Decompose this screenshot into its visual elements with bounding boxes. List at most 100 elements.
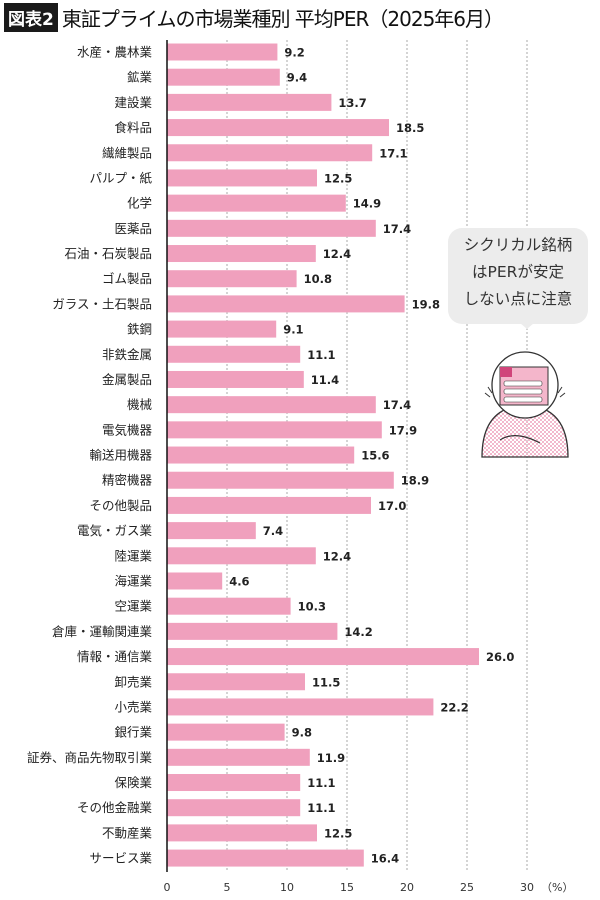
category-label: 電気・ガス業 bbox=[77, 523, 153, 538]
bar bbox=[167, 849, 364, 867]
bubble-line: シクリカル銘柄 bbox=[463, 236, 573, 254]
bar bbox=[167, 194, 346, 212]
value-label: 11.1 bbox=[307, 801, 335, 815]
category-label: 精密機器 bbox=[102, 473, 153, 488]
bar bbox=[167, 522, 256, 540]
value-label: 4.6 bbox=[229, 574, 249, 588]
bubble-line: しない点に注意 bbox=[463, 290, 573, 308]
bubble-line: はPERが安定 bbox=[472, 263, 564, 281]
category-label: 水産・農林業 bbox=[77, 45, 153, 60]
category-label: 保険業 bbox=[114, 775, 152, 790]
value-label: 10.8 bbox=[304, 272, 332, 286]
category-label: 銀行業 bbox=[114, 725, 152, 740]
chart-title: 図表2 東証プライムの市場業種別 平均PER（2025年6月） bbox=[4, 2, 504, 32]
value-label: 17.4 bbox=[383, 222, 411, 236]
bar bbox=[167, 43, 278, 61]
value-label: 17.4 bbox=[383, 398, 411, 412]
value-label: 12.4 bbox=[323, 549, 351, 563]
title-text: 東証プライムの市場業種別 平均PER（2025年6月） bbox=[61, 6, 504, 31]
x-unit-label: （%） bbox=[541, 881, 573, 894]
value-label: 9.1 bbox=[283, 323, 303, 337]
bar bbox=[167, 723, 285, 741]
category-label: 陸運業 bbox=[114, 548, 152, 563]
category-label: 非鉄金属 bbox=[102, 347, 152, 362]
category-label: 医薬品 bbox=[114, 221, 152, 236]
value-label: 17.1 bbox=[379, 146, 407, 160]
category-label: 小売業 bbox=[114, 699, 152, 714]
bar bbox=[167, 673, 305, 691]
bar bbox=[167, 68, 280, 86]
x-tick-label: 10 bbox=[280, 881, 294, 894]
figure-badge: 図表2 bbox=[4, 2, 58, 32]
category-label: パルプ・紙 bbox=[89, 170, 152, 185]
bar bbox=[167, 320, 277, 338]
category-label: 卸売業 bbox=[114, 674, 152, 689]
x-tick-label: 15 bbox=[340, 881, 354, 894]
person-illustration-icon bbox=[481, 351, 569, 458]
value-label: 9.4 bbox=[287, 71, 307, 85]
category-label: 鉱業 bbox=[127, 70, 153, 85]
category-label: 鉄鋼 bbox=[127, 322, 152, 337]
category-label: 証券、商品先物取引業 bbox=[27, 750, 153, 765]
bar bbox=[167, 799, 301, 817]
value-label: 11.5 bbox=[312, 675, 340, 689]
category-label: その他金融業 bbox=[77, 800, 153, 815]
value-label: 14.9 bbox=[353, 197, 381, 211]
bar bbox=[167, 119, 389, 137]
category-label: 金属製品 bbox=[102, 372, 152, 387]
bar bbox=[167, 396, 376, 414]
value-label: 10.3 bbox=[298, 600, 326, 614]
bar bbox=[167, 93, 332, 111]
bar bbox=[167, 446, 355, 464]
value-label: 13.7 bbox=[338, 96, 366, 110]
category-label: 空運業 bbox=[114, 599, 152, 614]
category-label: 情報・通信業 bbox=[77, 649, 153, 664]
value-label: 18.9 bbox=[401, 474, 429, 488]
x-tick-label: 5 bbox=[224, 881, 231, 894]
bar bbox=[167, 471, 394, 489]
category-label: 不動産業 bbox=[102, 825, 153, 840]
bar bbox=[167, 597, 291, 615]
value-label: 18.5 bbox=[396, 121, 424, 135]
bar bbox=[167, 169, 317, 187]
bar bbox=[167, 370, 304, 388]
value-label: 17.0 bbox=[378, 499, 406, 513]
bar bbox=[167, 648, 479, 666]
value-label: 11.4 bbox=[311, 373, 339, 387]
x-tick-label: 30 bbox=[520, 881, 534, 894]
value-label: 22.2 bbox=[440, 700, 468, 714]
value-label: 19.8 bbox=[412, 297, 440, 311]
value-label: 14.2 bbox=[344, 625, 372, 639]
bar bbox=[167, 219, 376, 237]
bar bbox=[167, 421, 382, 439]
value-label: 7.4 bbox=[263, 524, 283, 538]
category-label: 電気機器 bbox=[102, 422, 153, 437]
category-label: 海運業 bbox=[114, 573, 152, 588]
value-label: 11.1 bbox=[307, 776, 335, 790]
x-tick-label: 25 bbox=[460, 881, 474, 894]
bar bbox=[167, 144, 373, 162]
category-label: 機械 bbox=[127, 397, 153, 412]
value-label: 26.0 bbox=[486, 650, 514, 664]
value-label: 15.6 bbox=[361, 449, 389, 463]
value-label: 9.8 bbox=[292, 726, 312, 740]
bar bbox=[167, 345, 301, 363]
value-label: 11.9 bbox=[317, 751, 345, 765]
speech-bubble: シクリカル銘柄 はPERが安定 しない点に注意 bbox=[448, 228, 588, 329]
category-label: 化学 bbox=[127, 196, 152, 211]
bar bbox=[167, 622, 338, 640]
category-label: 倉庫・運輸関連業 bbox=[52, 624, 153, 639]
category-label: 食料品 bbox=[114, 120, 152, 135]
bar bbox=[167, 496, 371, 514]
category-label: 建設業 bbox=[114, 95, 152, 110]
category-label: 繊維製品 bbox=[102, 145, 152, 160]
value-label: 17.9 bbox=[389, 423, 417, 437]
category-label: その他製品 bbox=[89, 498, 152, 513]
value-label: 12.4 bbox=[323, 247, 351, 261]
bar bbox=[167, 748, 310, 766]
bar bbox=[167, 270, 297, 288]
category-label: 輸送用機器 bbox=[89, 448, 152, 463]
value-label: 11.1 bbox=[307, 348, 335, 362]
category-label: ゴム製品 bbox=[102, 271, 152, 286]
